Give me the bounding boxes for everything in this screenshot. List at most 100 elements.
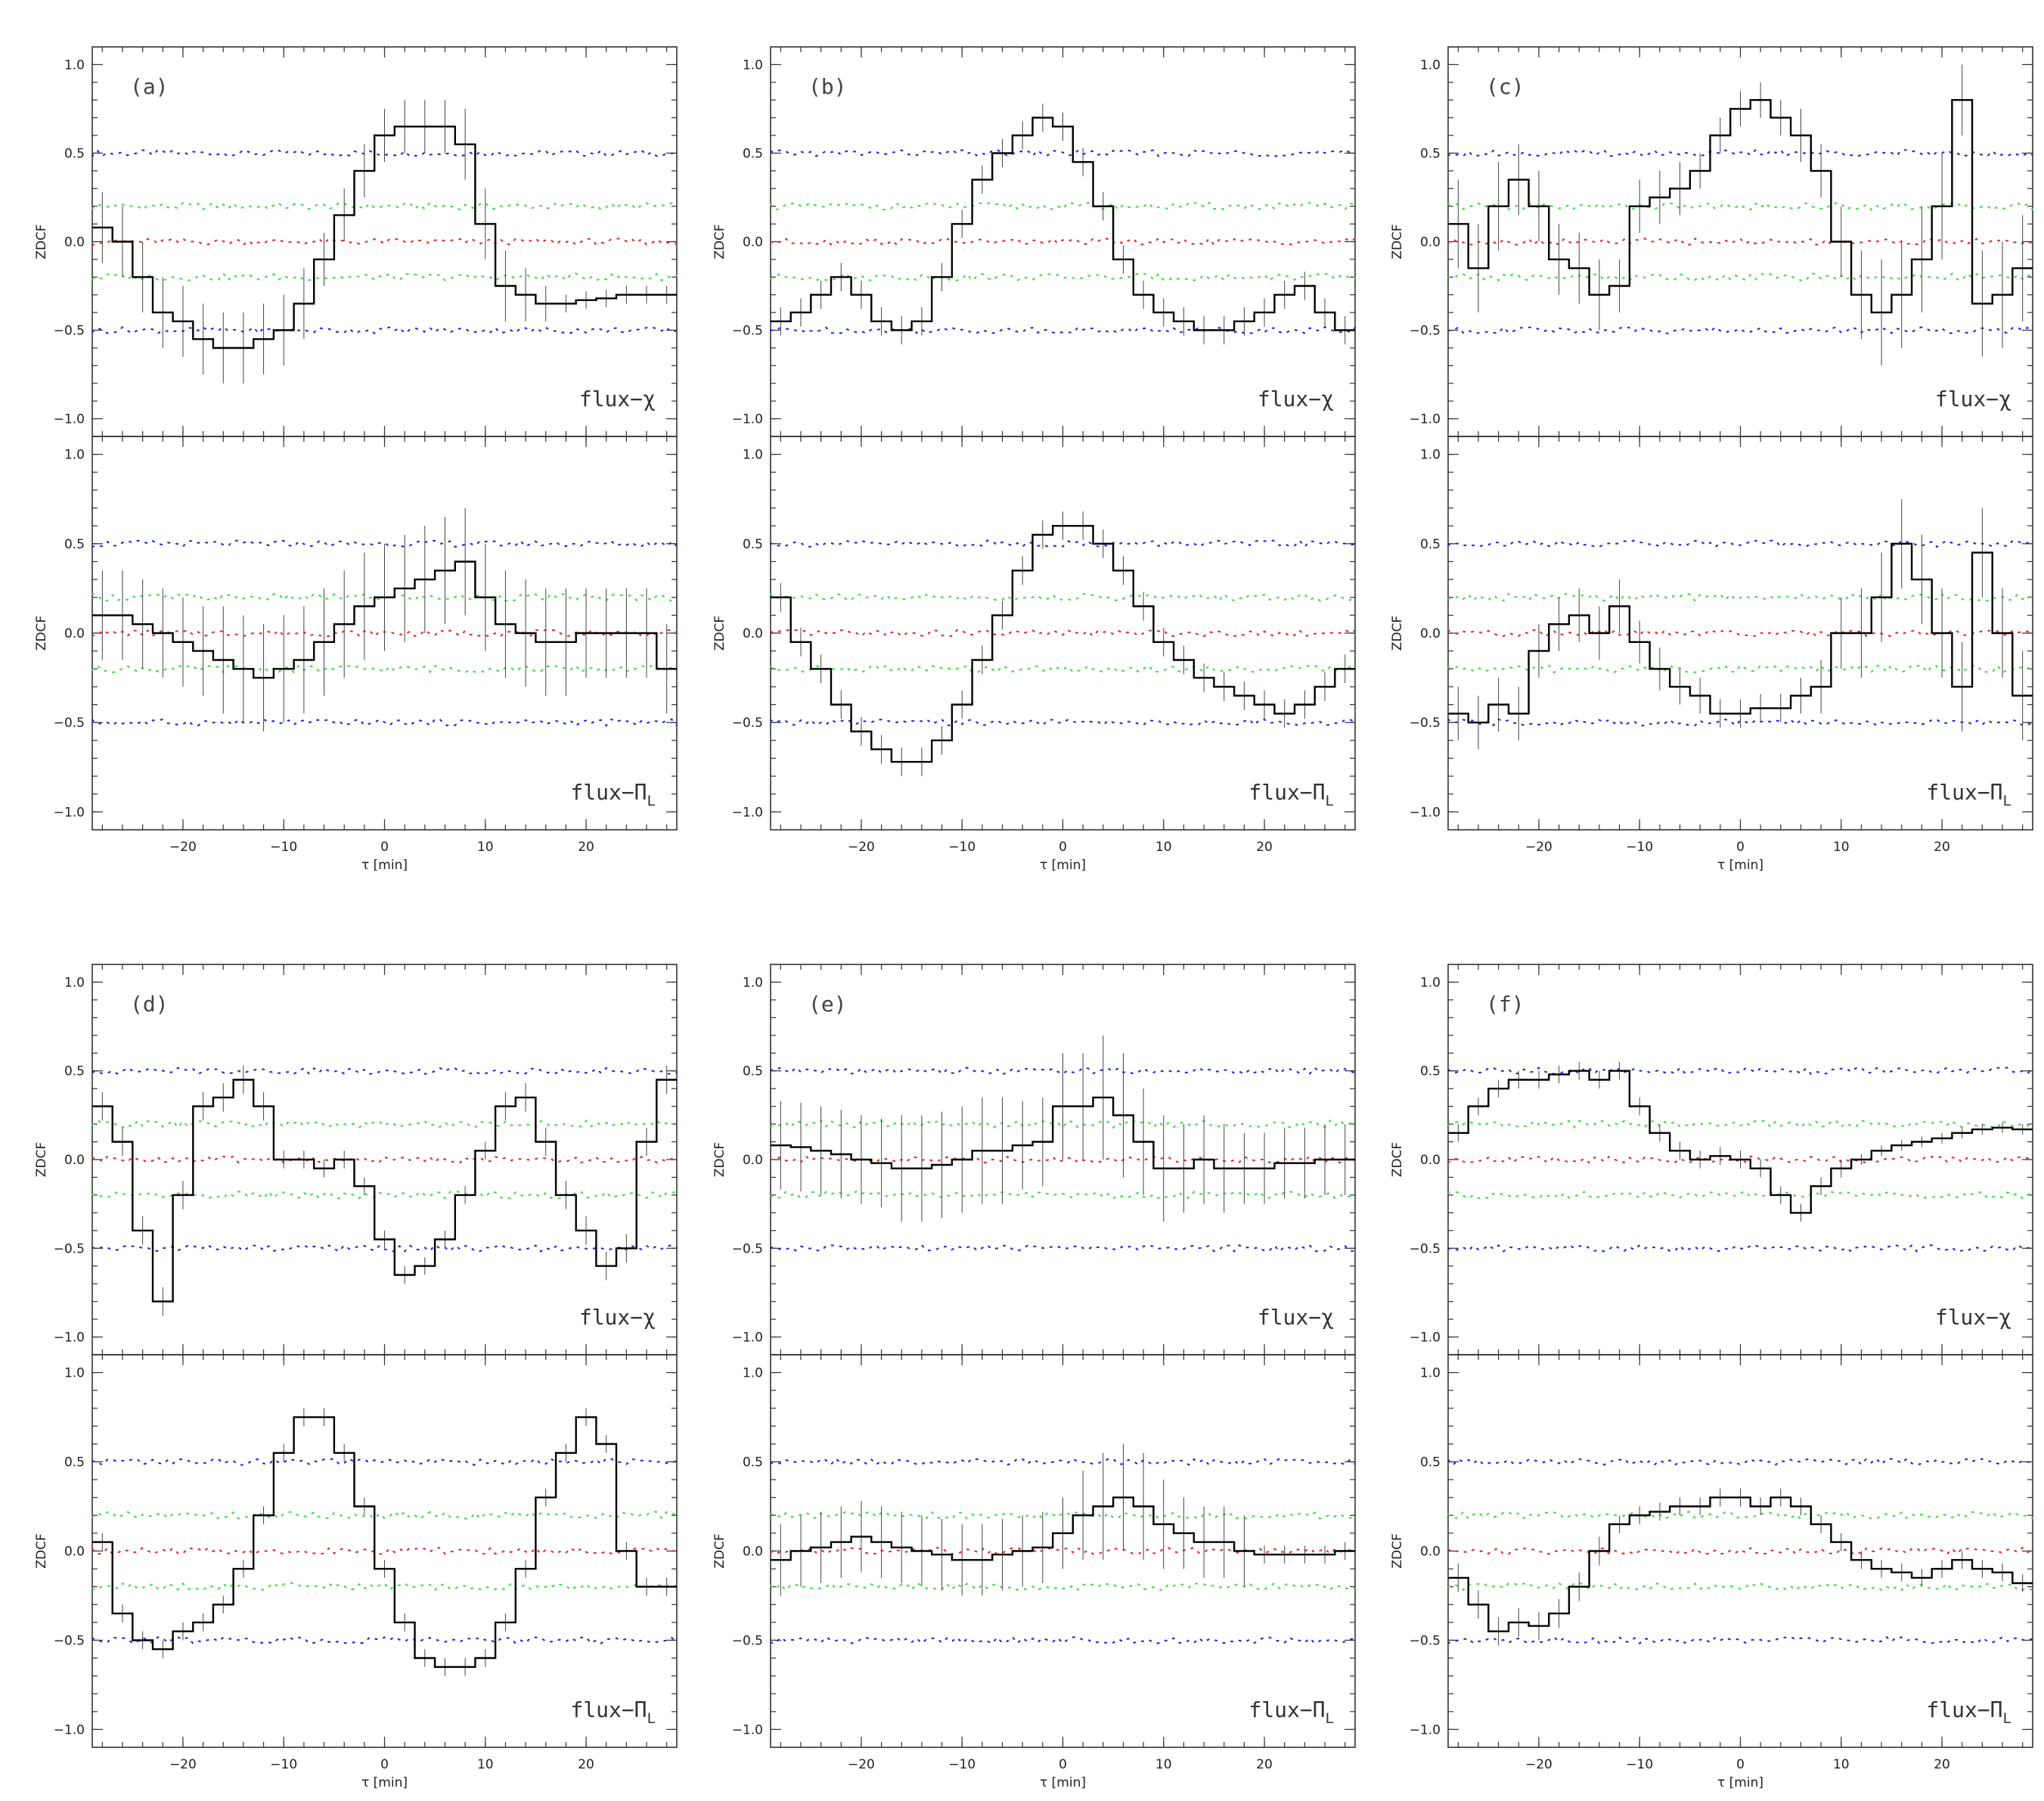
label-subscript: L: [647, 1710, 656, 1727]
y-axis-title: ZDCF: [712, 1142, 727, 1177]
label-subscript: L: [1326, 793, 1334, 809]
y-tick-label: 1.0: [64, 448, 85, 463]
sig2-lower-line: [769, 326, 1357, 334]
y-tick-label: −0.5: [54, 1633, 85, 1648]
sig1-upper-line: [91, 1119, 678, 1129]
y-tick-label: 1.0: [64, 57, 85, 73]
y-tick-label: 0.5: [743, 1455, 763, 1470]
label-subscript: L: [647, 793, 656, 809]
sig1-upper-line: [91, 201, 678, 211]
x-tick-label: 10: [1833, 840, 1850, 855]
sig2-upper-line: [769, 539, 1357, 548]
x-tick-label: −10: [948, 1757, 975, 1772]
y-tick-label: −0.5: [732, 1241, 763, 1256]
zero-level-line: [1447, 629, 2034, 638]
sig1-lower-line: [1447, 1582, 2034, 1591]
y-tick-label: 0.0: [64, 1153, 85, 1168]
correlation-label: flux−ΠL: [1248, 1697, 1334, 1727]
y-tick-label: 0.5: [1420, 1064, 1441, 1079]
y-axis-title: ZDCF: [1390, 616, 1405, 651]
y-axis-title: ZDCF: [1390, 1533, 1405, 1568]
x-tick-label: 0: [380, 840, 389, 855]
y-tick-label: 0.5: [64, 537, 85, 552]
x-tick-label: 10: [1155, 840, 1172, 855]
y-tick-label: −1.0: [54, 1331, 85, 1346]
y-tick-label: 1.0: [64, 975, 85, 990]
sig1-upper-line: [1447, 1511, 2034, 1520]
x-tick-label: 0: [1059, 1757, 1067, 1772]
y-axis-title: ZDCF: [34, 1533, 49, 1568]
zero-level-line: [769, 1155, 1357, 1164]
sig2-upper-line: [1447, 148, 2034, 157]
plot-frame: [91, 46, 678, 437]
x-tick-label: 0: [1736, 840, 1745, 855]
x-tick-label: 10: [477, 840, 494, 855]
y-tick-label: 0.5: [1420, 537, 1441, 552]
x-tick-label: 20: [578, 840, 594, 855]
correlation-label: flux−ΠL: [1926, 780, 2011, 809]
x-axis-title: τ [min]: [1040, 1775, 1086, 1790]
y-tick-label: −1.0: [1410, 1331, 1441, 1346]
correlation-label: flux−ΠL: [570, 780, 656, 809]
sig1-lower-line: [769, 1190, 1357, 1200]
y-tick-label: −1.0: [54, 805, 85, 820]
x-tick-label: −20: [848, 1757, 875, 1772]
y-tick-label: −1.0: [1410, 1722, 1441, 1737]
y-tick-label: 0.0: [64, 1545, 85, 1560]
y-tick-label: 1.0: [1420, 448, 1441, 463]
x-tick-label: 20: [1934, 840, 1950, 855]
correlation-label: flux−ΠL: [1248, 780, 1334, 809]
x-tick-label: −20: [1525, 840, 1552, 855]
sig2-lower-line: [1447, 1635, 2034, 1645]
sig2-lower-line: [769, 718, 1357, 727]
sig2-lower-line: [769, 1244, 1357, 1253]
panel: −1.0 −0.5 0.0 0.5 1.0 ZDCF flux−χ (c) −1.0 −0.5 0.…: [1390, 46, 2034, 873]
zdcf-step-line: [1448, 1070, 2033, 1214]
y-tick-label: 1.0: [1420, 1366, 1441, 1381]
y-axis-title: ZDCF: [1390, 224, 1405, 259]
y-tick-label: 0.0: [743, 626, 763, 641]
y-tick-label: 1.0: [743, 57, 763, 73]
correlation-label: flux−χ: [579, 1305, 656, 1330]
sig2-lower-line: [1447, 325, 2034, 334]
sig1-lower-line: [769, 1582, 1357, 1592]
y-tick-label: −0.5: [1410, 716, 1441, 731]
zero-level-line: [91, 1155, 678, 1164]
panel-letter: (e): [808, 992, 847, 1017]
x-tick-label: 20: [1256, 840, 1273, 855]
sig1-upper-line: [769, 201, 1357, 211]
x-tick-label: 20: [1934, 1757, 1950, 1772]
zdcf-step-line: [92, 560, 677, 679]
x-tick-label: 0: [380, 1757, 389, 1772]
panel: −1.0 −0.5 0.0 0.5 1.0 ZDCF flux−χ (f) −1.0 −0.5 0.…: [1390, 964, 2034, 1790]
zero-level-line: [1447, 1546, 2034, 1556]
sig1-upper-line: [1447, 201, 2034, 211]
y-axis-title: ZDCF: [712, 616, 727, 651]
zdcf-step-line: [92, 1416, 677, 1668]
panel-letter: (b): [808, 74, 847, 99]
sig2-upper-line: [1447, 1067, 2034, 1076]
y-axis-title: ZDCF: [34, 1142, 49, 1177]
y-tick-label: 0.5: [743, 146, 763, 161]
y-tick-label: 1.0: [64, 1366, 85, 1381]
label-subscript: L: [2003, 1710, 2011, 1727]
sig1-upper-line: [91, 1511, 678, 1520]
y-tick-label: −1.0: [732, 805, 763, 820]
y-tick-label: 0.5: [1420, 1455, 1441, 1470]
y-tick-label: −0.5: [732, 1633, 763, 1648]
x-tick-label: 20: [1256, 1757, 1273, 1772]
y-tick-label: 0.0: [64, 235, 85, 250]
y-tick-label: −1.0: [732, 1331, 763, 1346]
y-axis-title: ZDCF: [34, 616, 49, 651]
sig2-lower-line: [91, 1636, 678, 1645]
x-tick-label: −10: [270, 1757, 297, 1772]
x-tick-label: −20: [848, 840, 875, 855]
y-axis-title: ZDCF: [712, 1533, 727, 1568]
y-tick-label: −1.0: [1410, 412, 1441, 427]
sig1-upper-line: [1447, 1119, 2034, 1129]
sig2-upper-line: [769, 148, 1357, 157]
sig2-upper-line: [1447, 1458, 2034, 1467]
y-tick-label: 1.0: [743, 448, 763, 463]
label-subscript: L: [2003, 793, 2011, 809]
